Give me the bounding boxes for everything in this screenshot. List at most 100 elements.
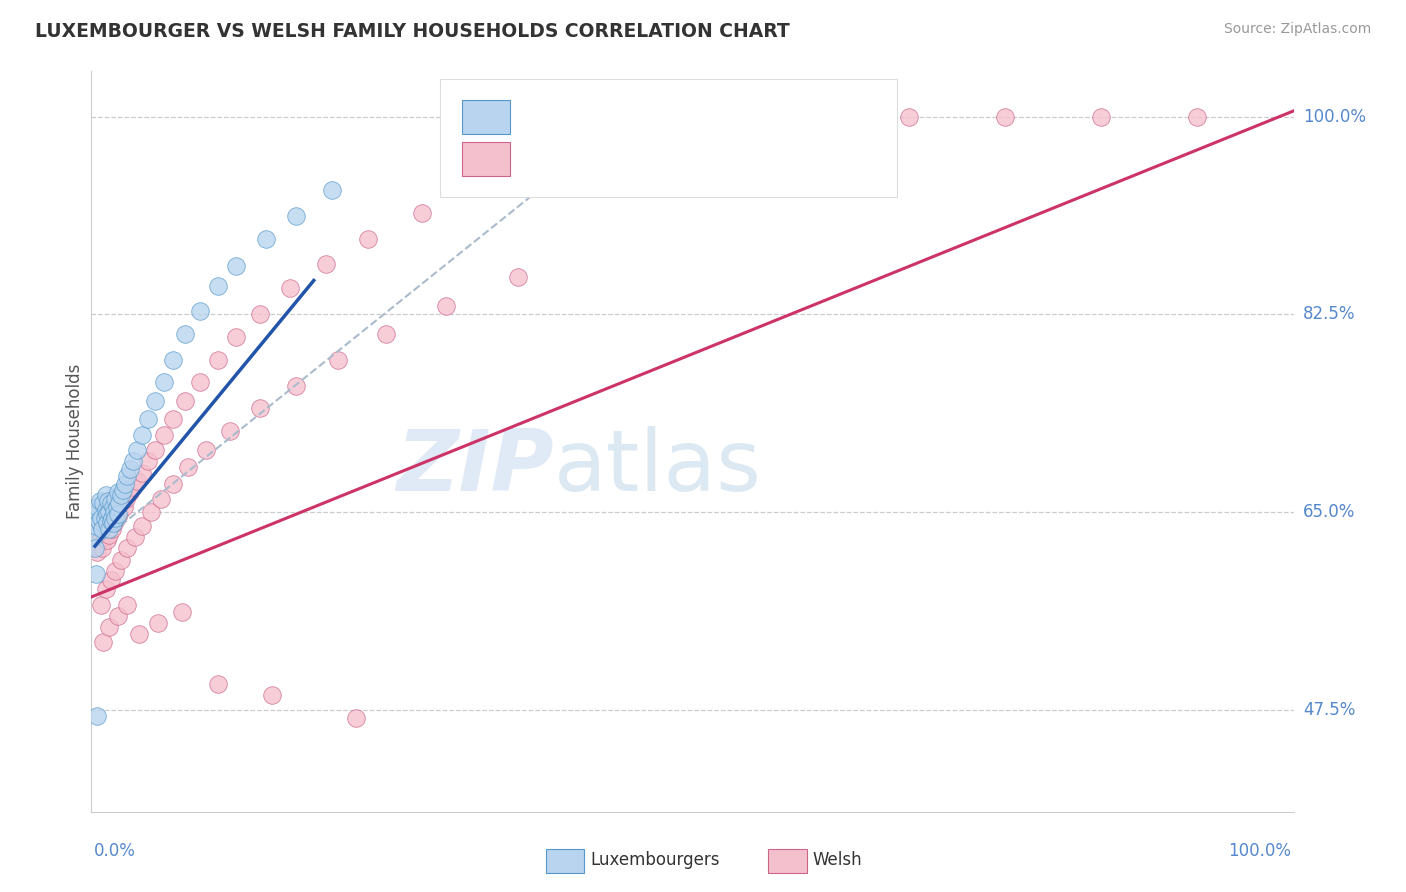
Point xyxy=(249,401,271,416)
Point xyxy=(93,511,115,525)
Point xyxy=(112,500,135,514)
Point xyxy=(125,443,148,458)
Point xyxy=(162,412,184,426)
Point xyxy=(152,428,174,442)
Point xyxy=(93,530,115,544)
Point xyxy=(117,598,139,612)
Point xyxy=(111,483,134,497)
Point xyxy=(98,522,121,536)
Point xyxy=(100,573,122,587)
Point xyxy=(89,533,111,548)
Point xyxy=(471,179,494,194)
Point xyxy=(321,183,343,197)
FancyBboxPatch shape xyxy=(768,849,807,873)
Point xyxy=(357,232,380,246)
Point xyxy=(90,511,112,525)
Point xyxy=(141,505,163,519)
Point xyxy=(93,496,115,510)
Point xyxy=(103,505,125,519)
Point xyxy=(107,508,129,522)
Text: 100.0%: 100.0% xyxy=(1227,842,1291,860)
Point xyxy=(128,627,150,641)
Point xyxy=(87,516,110,531)
Point xyxy=(118,484,141,499)
Point xyxy=(101,511,124,525)
Point xyxy=(84,539,107,553)
Point xyxy=(174,394,197,409)
Point xyxy=(86,545,108,559)
Point xyxy=(90,518,112,533)
Point xyxy=(108,508,131,522)
Point xyxy=(118,462,141,476)
Point xyxy=(97,514,120,528)
Point xyxy=(101,516,124,531)
Point xyxy=(131,518,153,533)
Text: Luxembourgers: Luxembourgers xyxy=(591,851,720,869)
Point xyxy=(101,522,124,536)
Point xyxy=(94,582,117,596)
Point xyxy=(110,494,132,508)
Point xyxy=(374,326,396,341)
Text: ZIP: ZIP xyxy=(396,426,554,509)
Point xyxy=(91,541,114,556)
Point xyxy=(143,394,166,409)
Point xyxy=(114,477,136,491)
Point xyxy=(101,500,124,514)
Point xyxy=(162,352,184,367)
Point xyxy=(194,443,217,458)
Point xyxy=(174,326,197,341)
Point xyxy=(706,123,728,137)
Text: LUXEMBOURGER VS WELSH FAMILY HOUSEHOLDS CORRELATION CHART: LUXEMBOURGER VS WELSH FAMILY HOUSEHOLDS … xyxy=(35,22,790,41)
Point xyxy=(84,518,107,533)
Point xyxy=(86,708,108,723)
Point xyxy=(107,496,129,510)
Text: R = 0.630   N = 80: R = 0.630 N = 80 xyxy=(520,151,716,169)
Point xyxy=(207,677,229,691)
Point xyxy=(89,494,111,508)
Point xyxy=(104,564,127,578)
Point xyxy=(188,304,211,318)
Point xyxy=(100,514,122,528)
Point xyxy=(122,480,145,494)
Text: atlas: atlas xyxy=(554,426,762,509)
Text: 65.0%: 65.0% xyxy=(1303,503,1355,521)
Point xyxy=(260,688,283,702)
Point xyxy=(105,511,128,525)
Point xyxy=(84,508,107,522)
Point xyxy=(93,511,115,525)
Point xyxy=(411,205,433,219)
Point xyxy=(107,609,129,624)
Point xyxy=(131,428,153,442)
Point xyxy=(284,209,307,223)
FancyBboxPatch shape xyxy=(546,849,585,873)
Point xyxy=(83,530,105,544)
Point xyxy=(131,466,153,480)
Point xyxy=(994,110,1017,124)
Text: 0.0%: 0.0% xyxy=(94,842,136,860)
Point xyxy=(117,469,139,483)
Point xyxy=(84,567,107,582)
Point xyxy=(1090,110,1112,124)
Point xyxy=(125,474,148,488)
Point xyxy=(801,112,824,126)
Point xyxy=(136,454,159,468)
Point xyxy=(94,488,117,502)
Text: 82.5%: 82.5% xyxy=(1303,305,1355,324)
Point xyxy=(96,516,118,531)
Point xyxy=(207,352,229,367)
Point xyxy=(117,541,139,556)
Point xyxy=(87,514,110,528)
Point xyxy=(100,496,122,510)
Y-axis label: Family Households: Family Households xyxy=(66,364,84,519)
Point xyxy=(98,505,121,519)
Point xyxy=(108,496,131,510)
Point xyxy=(104,500,127,514)
Point xyxy=(434,300,457,314)
Text: Source: ZipAtlas.com: Source: ZipAtlas.com xyxy=(1223,22,1371,37)
Point xyxy=(105,500,128,514)
Point xyxy=(218,424,240,438)
Point xyxy=(225,330,247,344)
Point xyxy=(96,533,118,548)
Point xyxy=(86,500,108,514)
Point xyxy=(326,352,349,367)
